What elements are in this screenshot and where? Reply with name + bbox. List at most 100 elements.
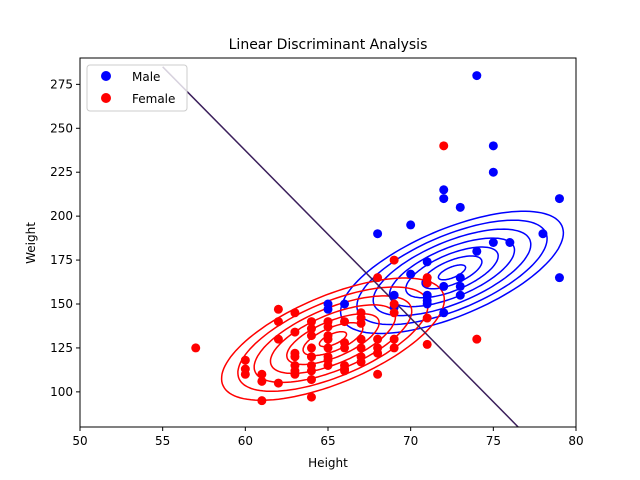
female-point xyxy=(439,141,449,151)
male-point xyxy=(455,202,465,212)
plot-frame xyxy=(79,57,577,428)
female-point xyxy=(306,317,316,327)
y-tick-label: 200 xyxy=(50,209,73,223)
contour-male xyxy=(339,210,565,335)
decision-boundary xyxy=(162,66,519,427)
female-point xyxy=(472,334,482,344)
female-point xyxy=(323,361,333,370)
female-point xyxy=(373,334,383,344)
x-tick-label: 60 xyxy=(238,434,253,448)
y-tick-label: 175 xyxy=(50,253,73,267)
female-point xyxy=(323,343,333,353)
female-point xyxy=(356,334,366,344)
male-point xyxy=(488,167,498,177)
legend-male-marker xyxy=(101,71,111,81)
female-point xyxy=(290,308,300,318)
x-tick-label: 75 xyxy=(486,434,501,448)
female-point xyxy=(422,313,432,323)
female-point xyxy=(290,369,300,379)
contour-male xyxy=(421,255,483,290)
contour-male xyxy=(372,228,532,317)
female-point xyxy=(356,357,366,367)
contour-male xyxy=(356,219,548,326)
female-point xyxy=(257,369,267,379)
contour-male xyxy=(437,264,467,281)
male-point xyxy=(406,220,416,230)
male-point xyxy=(554,194,564,204)
female-point xyxy=(389,343,399,353)
male-point xyxy=(422,257,432,267)
legend-female-label: Female xyxy=(132,92,175,106)
legend: Male Female xyxy=(86,64,188,112)
contour-female xyxy=(286,313,380,366)
male-point xyxy=(455,281,465,291)
female-point xyxy=(323,334,333,344)
female-point xyxy=(306,352,316,362)
female-point xyxy=(422,339,432,349)
male-point xyxy=(439,185,449,195)
male-point xyxy=(439,281,449,291)
x-axis-label: Height xyxy=(308,456,348,470)
male-point xyxy=(488,141,498,151)
y-tick-label: 150 xyxy=(50,297,73,311)
data-points xyxy=(191,71,564,406)
female-point xyxy=(323,322,333,332)
x-tick-label: 70 xyxy=(403,434,418,448)
female-point xyxy=(290,327,300,337)
female-point xyxy=(356,343,366,353)
female-point xyxy=(273,334,283,344)
female-point xyxy=(306,392,316,402)
male-point xyxy=(472,71,482,81)
female-point xyxy=(422,278,432,288)
female-point xyxy=(290,352,300,362)
y-tick-label: 125 xyxy=(50,341,73,355)
female-point xyxy=(240,355,250,365)
male-point xyxy=(455,290,465,300)
x-tick-label: 55 xyxy=(155,434,170,448)
decision-boundary-line xyxy=(162,66,519,427)
male-point xyxy=(439,308,449,318)
female-point xyxy=(306,343,316,353)
female-point xyxy=(257,396,267,406)
male-point xyxy=(505,238,515,247)
x-tick-label: 50 xyxy=(72,434,87,448)
female-point xyxy=(373,348,383,358)
y-axis-label: Weight xyxy=(24,222,38,264)
female-point xyxy=(306,375,316,385)
x-tick-label: 80 xyxy=(568,434,583,448)
male-point xyxy=(340,299,350,309)
male-point xyxy=(455,273,465,283)
y-tick-label: 225 xyxy=(50,165,73,179)
female-point xyxy=(356,318,366,328)
female-point xyxy=(273,317,283,327)
x-axis-ticks: 50 55 60 65 70 75 80 xyxy=(72,427,584,448)
female-point xyxy=(389,299,399,309)
male-point xyxy=(406,269,416,279)
female-point xyxy=(340,317,350,327)
male-point xyxy=(439,194,449,204)
female-point xyxy=(389,255,399,265)
male-point xyxy=(373,229,383,239)
female-point xyxy=(306,331,316,341)
female-point xyxy=(373,369,383,379)
y-tick-label: 275 xyxy=(50,77,73,91)
female-point xyxy=(306,366,316,376)
y-tick-label: 250 xyxy=(50,121,73,135)
male-point xyxy=(389,290,399,300)
female-point xyxy=(191,343,201,353)
female-point xyxy=(240,369,250,379)
male-point xyxy=(323,304,333,314)
female-point xyxy=(373,273,383,283)
legend-female-marker xyxy=(101,93,111,103)
y-axis-ticks: 100 125 150 175 200 225 250 275 xyxy=(50,77,80,399)
contour-male xyxy=(405,246,499,299)
x-tick-label: 65 xyxy=(320,434,335,448)
legend-frame xyxy=(86,64,188,112)
female-point xyxy=(273,378,283,388)
male-point xyxy=(472,246,482,256)
female-point xyxy=(389,308,399,318)
chart-title: Linear Discriminant Analysis xyxy=(229,37,428,53)
female-point xyxy=(340,343,350,353)
y-tick-label: 100 xyxy=(50,385,73,399)
